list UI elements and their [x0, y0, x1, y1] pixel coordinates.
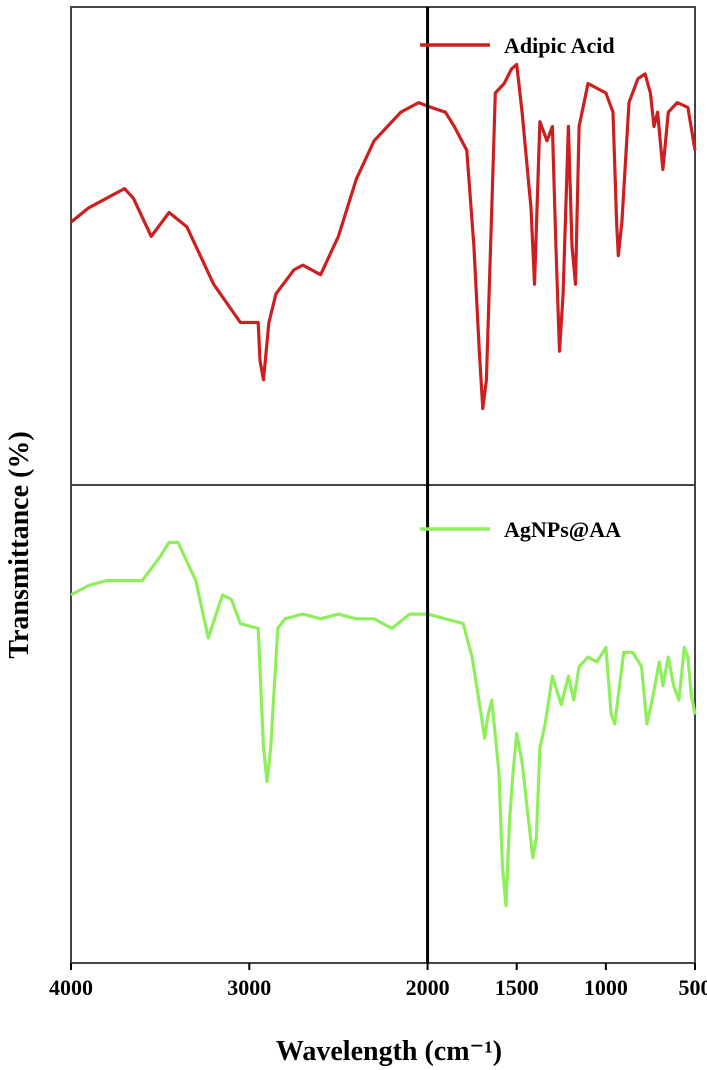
x-tick-label: 3000 [227, 975, 271, 1000]
legend-top: Adipic Acid [420, 33, 615, 58]
legend-label-agnps-aa: AgNPs@AA [504, 517, 621, 542]
x-tick-label: 1500 [495, 975, 539, 1000]
x-tick-label: 2000 [406, 975, 450, 1000]
bottom-panel-frame [70, 484, 696, 964]
legend-label-adipic-acid: Adipic Acid [504, 33, 615, 58]
x-axis-title: Wavelength (cm⁻¹) [276, 1036, 502, 1067]
x-tick-label: 1000 [584, 975, 628, 1000]
x-tick-label: 4000 [49, 975, 93, 1000]
x-axis-ticks: 4000 3000 2000 1500 1000 500 [49, 963, 707, 1000]
agnps-aa-line [70, 540, 697, 908]
y-axis-title: Transmittance (%) [4, 431, 35, 658]
x-tick-label: 500 [679, 975, 707, 1000]
adipic-acid-line [69, 62, 697, 411]
legend-bottom: AgNPs@AA [420, 517, 621, 542]
